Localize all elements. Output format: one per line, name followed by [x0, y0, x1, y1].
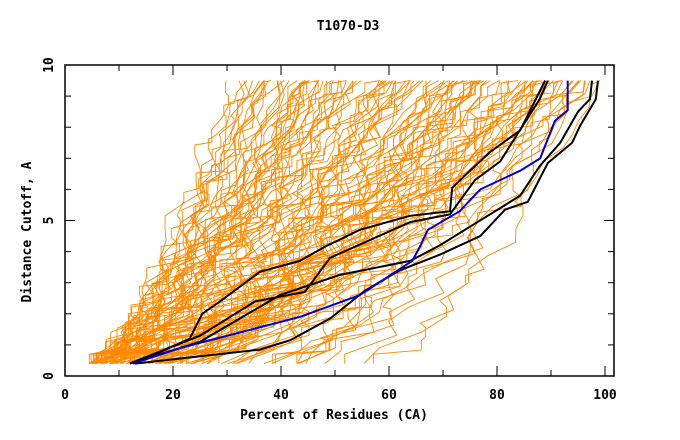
orange-model-curve	[90, 80, 394, 365]
orange-model-curve	[191, 80, 473, 364]
orange-model-curve	[110, 80, 354, 365]
orange-model-curve	[96, 80, 450, 364]
orange-model-curve	[132, 80, 474, 365]
x-tick-label: 100	[593, 388, 617, 403]
highlighted-model-curve	[132, 80, 569, 365]
chart-title: T1070-D3	[317, 19, 380, 34]
orange-model-curve	[110, 80, 303, 364]
orange-model-curve	[104, 80, 335, 364]
orange-model-curve	[103, 80, 320, 364]
orange-model-curve	[206, 80, 458, 364]
orange-model-curve	[189, 80, 574, 365]
orange-model-curve	[164, 80, 542, 365]
orange-model-curve	[93, 80, 354, 364]
orange-model-curve	[180, 80, 458, 364]
y-tick-label: 5	[42, 217, 57, 225]
orange-model-curve	[305, 80, 545, 364]
x-axis: 0 20 40 60 80 100	[61, 65, 617, 403]
orange-model-curve	[96, 80, 319, 364]
orange-model-curve	[94, 80, 290, 364]
orange-model-curve	[372, 80, 600, 364]
orange-model-curve	[324, 80, 573, 364]
y-tick-label: 10	[42, 57, 57, 73]
x-axis-label: Percent of Residues (CA)	[240, 408, 428, 423]
orange-model-curve	[151, 80, 472, 364]
orange-model-curves	[88, 80, 601, 365]
x-tick-label: 80	[489, 388, 505, 403]
orange-model-curve	[88, 80, 245, 364]
orange-model-curve	[114, 80, 491, 364]
orange-model-curve	[91, 80, 266, 364]
orange-model-curve	[167, 80, 394, 365]
orange-model-curve	[144, 80, 387, 365]
orange-model-curve	[104, 80, 298, 364]
orange-model-curve	[169, 80, 478, 365]
x-tick-label: 40	[273, 388, 289, 403]
orange-model-curve	[160, 80, 385, 364]
orange-model-curve	[158, 80, 562, 365]
orange-model-curve	[149, 80, 540, 364]
reference-model-2-curve	[134, 80, 546, 365]
orange-model-curve	[113, 80, 580, 365]
orange-model-curve	[113, 80, 324, 364]
reference-model-3-curve	[129, 80, 593, 365]
orange-model-curve	[92, 80, 585, 365]
orange-model-curve	[202, 80, 550, 364]
orange-model-curve	[109, 80, 271, 364]
x-tick-label: 20	[165, 388, 181, 403]
y-axis: 0 5 10	[42, 57, 614, 380]
highlight-curves	[129, 80, 599, 365]
x-tick-label: 0	[61, 388, 69, 403]
orange-model-curve	[97, 80, 380, 364]
orange-model-curve	[296, 80, 529, 364]
orange-model-curve	[164, 80, 527, 365]
orange-model-curve	[134, 80, 386, 364]
y-tick-label: 0	[42, 372, 57, 380]
orange-model-curve	[120, 80, 328, 365]
orange-model-curve	[275, 80, 580, 364]
orange-model-curve	[344, 80, 586, 364]
orange-model-curve	[93, 80, 310, 364]
orange-model-curve	[102, 80, 308, 364]
orange-model-curve	[110, 80, 310, 364]
reference-model-4-curve	[134, 80, 599, 365]
y-axis-label: Distance Cutoff, A	[20, 161, 35, 302]
x-tick-label: 60	[381, 388, 397, 403]
